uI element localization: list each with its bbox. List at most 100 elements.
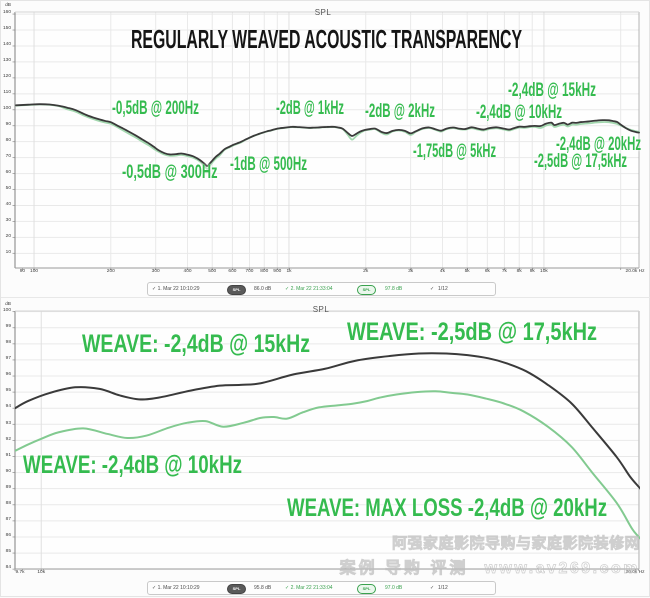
- y-tick-label: 110: [3, 90, 11, 96]
- legend-bar: ✓ 1. Mar 22 10:10:29 SPL 95.8 dB ✓ 2. Mar 2…: [147, 581, 496, 595]
- legend-value-1: 95.8 dB: [254, 584, 272, 591]
- annotation: -1,75dB @ 5kHz: [413, 141, 497, 163]
- y-tick-label: 60: [5, 169, 11, 175]
- y-tick-label: 94: [5, 404, 11, 410]
- y-tick-label: 84: [5, 565, 11, 571]
- annotation: -2,4dB @ 10kHz: [476, 101, 562, 123]
- x-tick-label: 400: [183, 269, 192, 274]
- legend-badge-2: SPL: [357, 284, 376, 295]
- legend-extra-check[interactable]: ✓: [430, 584, 435, 591]
- y-tick-label: 130: [2, 58, 11, 64]
- x-tick-label: 90: [19, 269, 26, 274]
- x-tick-label: 5k: [464, 269, 470, 274]
- y-tick-label: 95: [5, 388, 11, 394]
- x-tick-label: 700: [245, 269, 254, 274]
- legend-measurement-2[interactable]: ✓ 2. Mar 22 21:33:04: [285, 584, 333, 591]
- watermark-site: www.av269.com: [484, 560, 640, 578]
- y-tick-label: 91: [5, 452, 11, 458]
- x-tick-label: 8k: [516, 269, 522, 274]
- y-tick-label: 87: [5, 517, 11, 523]
- y-tick-label: 89: [5, 484, 11, 490]
- annotation: -2,4dB @ 15kHz: [507, 79, 596, 101]
- annotation: -2dB @ 2kHz: [365, 101, 436, 123]
- x-tick-label: 800: [260, 269, 269, 274]
- x-tick-label: 1k: [286, 269, 292, 274]
- curve-2. Mar 22 21:33:04 (weave): [15, 390, 640, 540]
- x-tick-label: 20.0k Hz: [625, 570, 645, 575]
- y-tick-label: 150: [2, 26, 11, 32]
- y-tick-label: 88: [5, 500, 11, 506]
- y-tick-label: 80: [5, 137, 11, 143]
- annotation: -2,4dB @ 20kHz: [556, 133, 642, 155]
- y-axis-unit: dB: [5, 302, 11, 307]
- x-tick-label: 10k: [37, 570, 46, 575]
- annotation: -0,5dB @ 300Hz: [122, 162, 218, 184]
- y-tick-label: 96: [5, 372, 11, 378]
- legend-value-2: 97.8 dB: [385, 285, 403, 292]
- x-tick-label: 6k: [484, 269, 490, 274]
- y-tick-label: 85: [5, 549, 11, 555]
- y-tick-label: 40: [5, 201, 11, 207]
- x-tick-label: 100: [30, 269, 39, 274]
- y-tick-label: 10: [5, 249, 11, 255]
- y-tick-label: 140: [2, 42, 11, 48]
- watermark-line2: 案例 导购 评测 www.av269.com: [339, 554, 640, 578]
- annotation: -2dB @ 1kHz: [275, 97, 344, 119]
- x-tick-label: 600: [228, 269, 237, 274]
- curve-1. Mar 22 10:10:29 (no weave): [15, 103, 640, 167]
- x-tick-label: 4k: [439, 269, 446, 274]
- y-tick-label: 90: [5, 121, 11, 127]
- y-tick-label: 97: [5, 356, 11, 362]
- y-tick-label: 160: [2, 10, 11, 16]
- legend-extra-check[interactable]: ✓: [430, 285, 435, 292]
- legend-badge-1: SPL: [227, 284, 246, 295]
- plot-background: [15, 12, 639, 268]
- x-tick-label: 3k: [408, 269, 414, 274]
- x-tick-label: 9k: [529, 269, 535, 274]
- x-tick-label: 10k: [540, 269, 548, 274]
- legend-badge-2: SPL: [357, 583, 376, 594]
- y-tick-label: 100: [2, 105, 11, 111]
- y-tick-label: 92: [5, 436, 11, 442]
- x-tick-label: 7k: [501, 269, 507, 274]
- legend-measurement-2[interactable]: ✓ 2. Mar 22 21:33:04: [285, 285, 333, 292]
- legend-measurement-1[interactable]: ✓ 1. Mar 22 10:10:29: [152, 285, 200, 292]
- x-tick-label: 20.0k Hz: [625, 269, 645, 274]
- y-tick-label: 30: [5, 217, 11, 223]
- annotation: -0,5dB @ 200Hz: [112, 98, 199, 120]
- legend-value-2: 97.0 dB: [385, 584, 403, 591]
- legend-value-1: 86.0 dB: [254, 285, 272, 292]
- legend-badge-1: SPL: [227, 583, 246, 594]
- y-tick-label: 93: [5, 420, 11, 426]
- annotation: WEAVE: -2,5dB @ 17,5kHz: [347, 317, 597, 346]
- bottom-chart-title: SPL: [312, 305, 330, 314]
- x-tick-label: 500: [208, 269, 217, 274]
- annotation: -1dB @ 500Hz: [230, 154, 308, 176]
- annotation: WEAVE: -2,4dB @ 15kHz: [82, 330, 310, 359]
- x-tick-label: 9.7k: [15, 570, 25, 575]
- legend-measurement-1[interactable]: ✓ 1. Mar 22 10:10:29: [152, 584, 200, 591]
- legend-smoothing[interactable]: 1/12: [438, 285, 448, 292]
- watermark-line1: 阿强家庭影院导购与家庭影院装修网: [391, 535, 640, 553]
- y-tick-label: 120: [2, 74, 11, 80]
- annotation: -2,5dB @ 17,5kHz: [534, 150, 628, 172]
- y-tick-label: 100: [2, 307, 11, 313]
- annotation: WEAVE: -2,4dB @ 10kHz: [22, 451, 242, 480]
- y-axis-unit: dB: [5, 3, 11, 8]
- y-tick-label: 99: [5, 323, 11, 329]
- legend-smoothing[interactable]: 1/12: [438, 584, 448, 591]
- top-chart-title: SPL: [314, 8, 332, 17]
- x-tick-label: 2k: [363, 269, 369, 274]
- y-tick-label: 70: [5, 153, 11, 159]
- x-tick-label: 900: [273, 269, 282, 274]
- curve-1. Mar 22 10:10:29 (no weave): [15, 352, 640, 490]
- y-tick-label: 98: [5, 340, 11, 346]
- legend-bar: ✓ 1. Mar 22 10:10:29 SPL 86.0 dB ✓ 2. Mar 2…: [147, 282, 496, 296]
- watermark-cta: 案例 导购 评测: [339, 560, 469, 578]
- y-tick-label: 90: [5, 468, 11, 474]
- annotation: WEAVE: MAX LOSS -2,4dB @ 20kHz: [287, 494, 608, 523]
- y-tick-label: 86: [5, 533, 11, 539]
- x-tick-label: 300: [151, 269, 160, 274]
